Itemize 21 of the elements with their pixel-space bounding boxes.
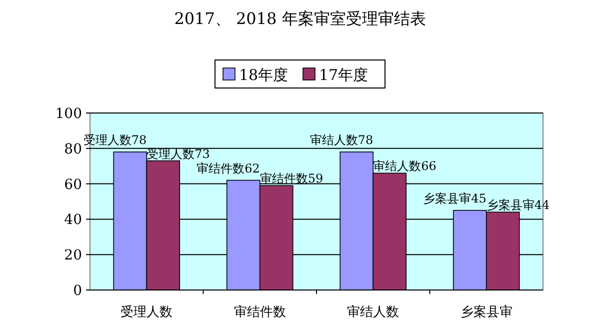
legend-label: 18年度 (239, 66, 288, 84)
x-tick-label: 审结件数 (234, 304, 286, 320)
y-tick-label: 100 (55, 106, 82, 122)
data-label: 乡案县审44 (486, 198, 550, 212)
data-label: 乡案县审45 (423, 191, 486, 206)
x-tick-label: 受理人数 (120, 305, 173, 320)
chart-title: 2017、 2018 年案审室受理审结表 (174, 9, 426, 28)
data-label: 审结人数66 (373, 159, 436, 174)
data-label: 受理人数78 (83, 132, 147, 147)
y-tick-label: 40 (64, 212, 82, 228)
data-label: 审结件数59 (260, 172, 324, 186)
data-label: 受理人数73 (146, 146, 210, 161)
x-tick-label: 审结人数 (347, 304, 400, 320)
data-label: 审结人数78 (310, 132, 374, 147)
y-tick-label: 20 (64, 248, 82, 264)
y-tick-label: 80 (64, 141, 82, 158)
x-tick-label: 乡案县审 (460, 304, 512, 320)
y-tick-label: 0 (73, 283, 82, 299)
data-label: 审结件数62 (196, 161, 260, 176)
legend-label: 17年度 (319, 66, 368, 84)
y-tick-label: 60 (64, 176, 82, 193)
